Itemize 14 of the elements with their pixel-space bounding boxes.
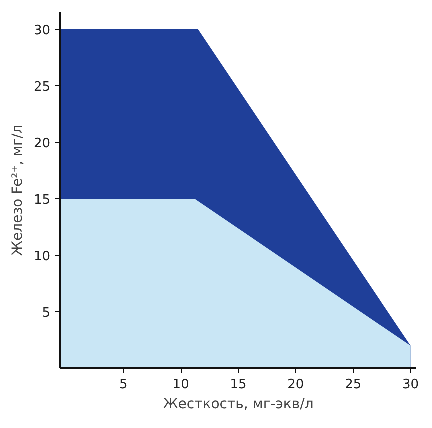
- y-tick-label: 15: [34, 192, 51, 208]
- x-tick-label: 20: [288, 378, 304, 392]
- y-tick-label: 10: [34, 249, 51, 264]
- x-tick-label: 5: [120, 378, 128, 392]
- y-axis-title: Железо Fe²⁺, мг/л: [10, 124, 26, 256]
- x-tick-label: 10: [172, 378, 190, 392]
- y-tick-label: 25: [34, 80, 51, 95]
- x-tick-label: 30: [402, 378, 420, 392]
- y-tick-label: 20: [34, 136, 51, 152]
- x-axis-title: Жесткость, мг-экв/л: [163, 396, 314, 412]
- x-tick-label: 15: [230, 378, 247, 392]
- y-tick-label: 5: [42, 306, 51, 321]
- y-tick-label: 30: [34, 23, 51, 38]
- x-tick-label: 25: [345, 378, 362, 392]
